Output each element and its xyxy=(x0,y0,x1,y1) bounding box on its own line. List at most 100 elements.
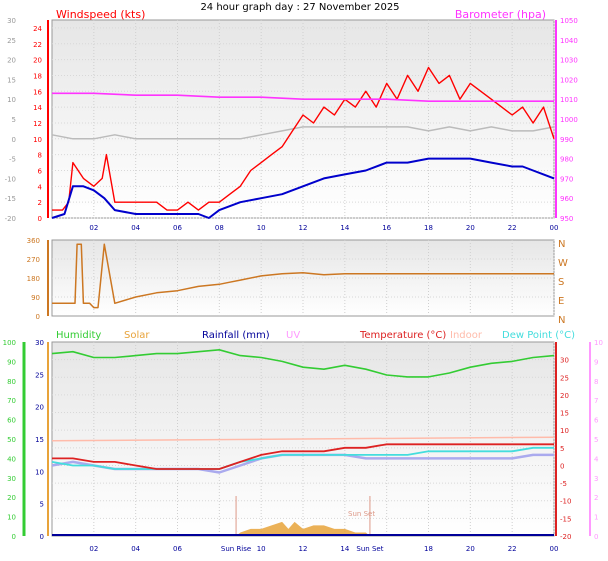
wind-tick-label: 14 xyxy=(33,104,42,112)
humidity-tick-label: 10 xyxy=(7,514,16,522)
humidity-tick-label: 80 xyxy=(7,378,16,386)
grey-tick-label: -10 xyxy=(5,175,16,183)
barometer-tick-label: 1020 xyxy=(560,76,578,84)
temperature-tick-label: -15 xyxy=(560,515,571,523)
legend-item: UV xyxy=(286,330,300,341)
uv-tick-label: 0 xyxy=(594,533,598,541)
solar-tick-label: 10 xyxy=(35,468,44,476)
windspeed-axis-label: Windspeed (kts) xyxy=(56,8,145,21)
wind-x-tick: 02 xyxy=(89,224,98,232)
grey-tick-label: -20 xyxy=(5,215,16,223)
wind-x-tick: 00 xyxy=(550,224,559,232)
sunset-chart-label: Sun Set xyxy=(348,510,375,518)
legend-item: Humidity xyxy=(56,330,101,341)
temperature-tick-label: 15 xyxy=(560,410,569,418)
wind-x-tick: 20 xyxy=(466,224,475,232)
humidity-tick-label: 40 xyxy=(7,455,16,463)
uv-tick-label: 7 xyxy=(594,397,598,405)
uv-tick-label: 8 xyxy=(594,378,598,386)
barometer-tick-label: 980 xyxy=(560,156,573,164)
compass-tick-label: W xyxy=(558,258,568,269)
temperature-tick-label: 5 xyxy=(560,445,564,453)
sunset-label: Sun Set xyxy=(356,545,383,553)
wind-tick-label: 8 xyxy=(38,152,42,160)
uv-tick-label: 6 xyxy=(594,417,599,425)
legend-item: Temperature (°C) xyxy=(359,330,446,341)
temp-x-tick: 02 xyxy=(89,545,98,553)
humidity-tick-label: 60 xyxy=(7,417,16,425)
solar-tick-label: 15 xyxy=(35,436,44,444)
wind-tick-label: 18 xyxy=(33,72,42,80)
temperature-tick-label: -10 xyxy=(560,498,571,506)
solar-area xyxy=(236,521,370,536)
temp-x-tick: 00 xyxy=(550,545,559,553)
wind-x-tick: 14 xyxy=(340,224,349,232)
wind-tick-label: 20 xyxy=(33,57,42,65)
humidity-line xyxy=(51,348,555,378)
humidity-tick-label: 70 xyxy=(7,397,16,405)
temp-x-tick: 06 xyxy=(173,545,182,553)
temp-x-tick: 04 xyxy=(131,545,140,553)
uv-tick-label: 1 xyxy=(594,514,598,522)
temperature-tick-label: 20 xyxy=(560,392,569,400)
barometer-tick-label: 1030 xyxy=(560,57,578,65)
solar-tick-label: 5 xyxy=(40,501,44,509)
barometer-tick-label: 1050 xyxy=(560,17,578,25)
wind-x-tick: 12 xyxy=(299,224,308,232)
temperature-line xyxy=(52,443,554,470)
wind-x-tick: 10 xyxy=(257,224,266,232)
wind-x-tick: 18 xyxy=(424,224,433,232)
wind-direction-line xyxy=(52,243,554,309)
humidity-tick-label: 0 xyxy=(12,533,16,541)
chart-title: 24 hour graph day : 27 November 2025 xyxy=(200,2,399,13)
solar-tick-label: 25 xyxy=(35,371,44,379)
solar-tick-label: 0 xyxy=(40,533,44,541)
grey-tick-label: -15 xyxy=(5,195,16,203)
wind-x-tick: 08 xyxy=(215,224,224,232)
direction-tick-label: 90 xyxy=(31,294,40,302)
grey-tick-label: 25 xyxy=(7,37,16,45)
grey-tick-label: 30 xyxy=(7,17,16,25)
temperature-tick-label: 0 xyxy=(560,462,564,470)
grey-tick-label: 10 xyxy=(7,96,16,104)
barometer-tick-label: 1000 xyxy=(560,116,578,124)
temp-x-tick: 12 xyxy=(299,545,308,553)
uv-tick-label: 9 xyxy=(594,358,598,366)
humidity-tick-label: 20 xyxy=(7,494,16,502)
temp-x-tick: 22 xyxy=(508,545,517,553)
wind-x-tick: 04 xyxy=(131,224,140,232)
direction-tick-label: 0 xyxy=(36,313,40,321)
humidity-tick-label: 100 xyxy=(3,339,16,347)
legend-item: Rainfall (mm) xyxy=(202,330,270,341)
compass-tick-label: N xyxy=(558,239,565,250)
legend-item: Dew Point (°C) xyxy=(502,330,575,341)
wind-gust-line xyxy=(52,66,555,211)
barometer-tick-label: 990 xyxy=(560,136,573,144)
temperature-tick-label: 10 xyxy=(560,427,569,435)
grey-tick-label: 0 xyxy=(12,136,16,144)
barometer-line xyxy=(52,92,554,102)
wind-tick-label: 12 xyxy=(33,120,42,128)
compass-tick-label: N xyxy=(558,315,565,326)
temperature-tick-label: -20 xyxy=(560,533,571,541)
solar-tick-label: 20 xyxy=(35,404,44,412)
direction-tick-label: 180 xyxy=(27,275,40,283)
wind-tick-label: 4 xyxy=(38,183,43,191)
wind-tick-label: 0 xyxy=(38,215,42,223)
barometer-tick-label: 950 xyxy=(560,215,573,223)
temperature-tick-label: 25 xyxy=(560,374,569,382)
barometer-tick-label: 970 xyxy=(560,175,573,183)
barometer-axis-label: Barometer (hpa) xyxy=(455,8,546,21)
temperature-tick-label: -5 xyxy=(560,480,567,488)
compass-tick-label: E xyxy=(558,296,564,307)
uv-tick-label: 3 xyxy=(594,475,598,483)
temperature-tick-label: 30 xyxy=(560,357,569,365)
wind-x-tick: 06 xyxy=(173,224,182,232)
legend-item: Indoor xyxy=(450,330,483,341)
uv-tick-label: 4 xyxy=(594,455,599,463)
wind-tick-label: 6 xyxy=(38,167,43,175)
grey-tick-label: 5 xyxy=(12,116,16,124)
grey-tick-label: -5 xyxy=(9,156,16,164)
temp-x-tick: 14 xyxy=(340,545,349,553)
